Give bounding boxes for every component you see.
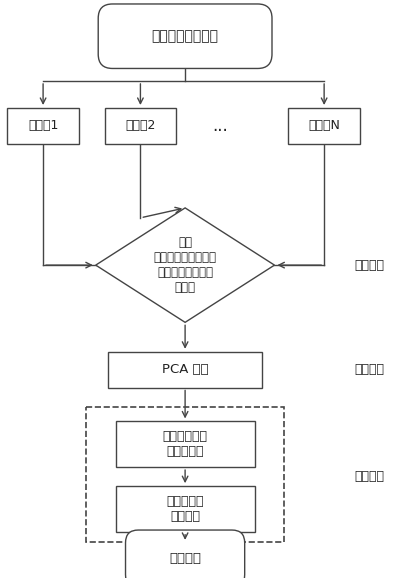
Bar — [108, 351, 262, 387]
Text: 数据段1: 数据段1 — [28, 119, 58, 132]
Polygon shape — [96, 208, 274, 323]
Text: 第二阶段: 第二阶段 — [354, 363, 384, 376]
Bar — [86, 408, 284, 542]
Text: ...: ... — [212, 117, 228, 135]
Bar — [7, 108, 79, 144]
Text: 数据段2: 数据段2 — [125, 119, 156, 132]
FancyBboxPatch shape — [126, 530, 245, 579]
Text: 数据段N: 数据段N — [308, 119, 340, 132]
Bar — [116, 422, 255, 467]
Bar — [288, 108, 360, 144]
Bar — [116, 486, 255, 532]
Text: 数据存储: 数据存储 — [169, 552, 201, 565]
Text: 管道漏磁检测数据: 管道漏磁检测数据 — [152, 29, 219, 43]
Text: 整数提升小波
分解阈值化: 整数提升小波 分解阈值化 — [163, 430, 208, 458]
Text: 利用
平均绝对偏差值筛选
出含有缺陷信息的
数据段: 利用 平均绝对偏差值筛选 出含有缺陷信息的 数据段 — [154, 236, 217, 294]
Bar — [105, 108, 176, 144]
Text: 第一阶段: 第一阶段 — [354, 259, 384, 272]
Text: 自适应算术
编码压缩: 自适应算术 编码压缩 — [166, 495, 204, 523]
Text: PCA 压缩: PCA 压缩 — [162, 363, 208, 376]
Text: 第三阶段: 第三阶段 — [354, 470, 384, 483]
FancyBboxPatch shape — [98, 4, 272, 68]
